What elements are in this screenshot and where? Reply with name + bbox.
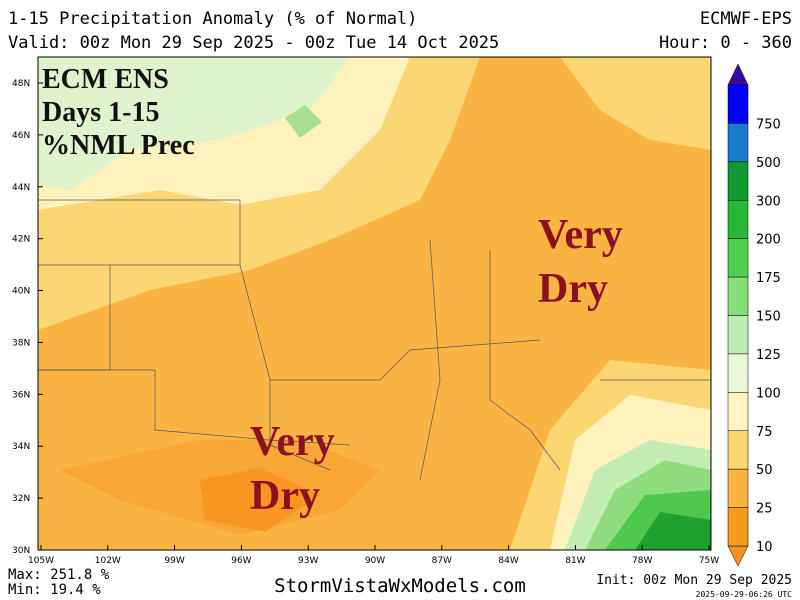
boundaries — [38, 199, 711, 481]
colorbar-swatch — [727, 507, 749, 547]
annotation: Very — [250, 419, 335, 465]
colorbar-label: 75 — [756, 425, 773, 440]
annotation: Dry — [538, 266, 608, 312]
colorbar-swatch — [727, 392, 749, 432]
lon-label: 90W — [365, 556, 385, 566]
colorbar-label: 50 — [756, 463, 773, 478]
valid-time: Valid: 00z Mon 29 Sep 2025 - 00z Tue 14 … — [8, 33, 499, 53]
overlay-text: ECM ENS — [42, 64, 169, 95]
colorbar-label: 300 — [756, 194, 781, 209]
field — [200, 468, 320, 532]
lat-label: 48N — [12, 79, 30, 89]
lon-label: 84W — [498, 556, 518, 566]
field — [635, 512, 711, 550]
hours: Hour: 0 - 360 — [659, 33, 792, 53]
colorbar-label: 175 — [756, 271, 781, 286]
colorbar-label: 200 — [756, 233, 781, 248]
lon-label: 102W — [95, 556, 121, 566]
lat-label: 44N — [12, 183, 30, 193]
site: StormVistaWxModels.com — [274, 575, 526, 597]
lat-label: 32N — [12, 494, 30, 504]
field — [560, 57, 711, 150]
map — [37, 56, 712, 551]
colorbar-label: 10 — [756, 540, 773, 555]
lat-label: 46N — [12, 131, 30, 141]
colorbar-label: 750 — [756, 117, 781, 132]
colorbar: 750 500 300 200 175 150 125 100 75 50 25 10 — [727, 63, 781, 567]
lon-label: 93W — [298, 556, 318, 566]
colorbar-label: 150 — [756, 310, 781, 325]
lon-label: 81W — [565, 556, 585, 566]
timestamp: 2025-09-29-06:26 UTC — [696, 590, 793, 599]
lat-label: 36N — [12, 390, 30, 400]
field — [285, 105, 322, 138]
lat-label: 38N — [12, 338, 30, 348]
colorbar-swatch — [727, 200, 749, 239]
lat-label: 30N — [12, 546, 30, 556]
colorbar-label: 100 — [756, 386, 781, 401]
model: ECMWF-EPS — [700, 9, 792, 29]
colorbar-label: 125 — [756, 348, 781, 363]
colorbar-label: 25 — [756, 502, 773, 517]
init: Init: 00z Mon 29 Sep 2025 — [596, 573, 792, 588]
colorbar-swatch — [727, 238, 749, 278]
lat-label: 42N — [12, 235, 30, 245]
field — [38, 57, 350, 190]
max: Max: 251.8 % — [8, 567, 110, 583]
colorbar-swatch — [727, 161, 749, 201]
colorbar-swatch — [727, 276, 749, 316]
overlay-text: %NML Prec — [42, 130, 195, 161]
lon-label: 75W — [699, 556, 719, 566]
lon-label: 99W — [164, 556, 184, 566]
colorbar-cap — [727, 545, 749, 567]
colorbar-cap — [727, 63, 749, 86]
colorbar-swatch — [727, 123, 749, 163]
colorbar-label: 500 — [756, 156, 781, 171]
lon-label: 96W — [231, 556, 251, 566]
annotation: Dry — [250, 473, 320, 519]
lat-label: 34N — [12, 442, 30, 452]
lon-label: 87W — [432, 556, 452, 566]
colorbar-swatch — [727, 84, 749, 124]
min: Min: 19.4 % — [8, 582, 101, 598]
title: 1-15 Precipitation Anomaly (% of Normal) — [8, 9, 417, 29]
colorbar-swatch — [727, 468, 749, 508]
overlay-text: Days 1-15 — [42, 97, 159, 128]
lon-label: 78W — [632, 556, 652, 566]
colorbar-swatch — [727, 315, 749, 355]
lon-label: 105W — [28, 556, 54, 566]
annotation: Very — [538, 212, 623, 258]
colorbar-swatch — [727, 353, 749, 393]
colorbar-swatch — [727, 430, 749, 470]
lat-label: 40N — [12, 287, 30, 297]
